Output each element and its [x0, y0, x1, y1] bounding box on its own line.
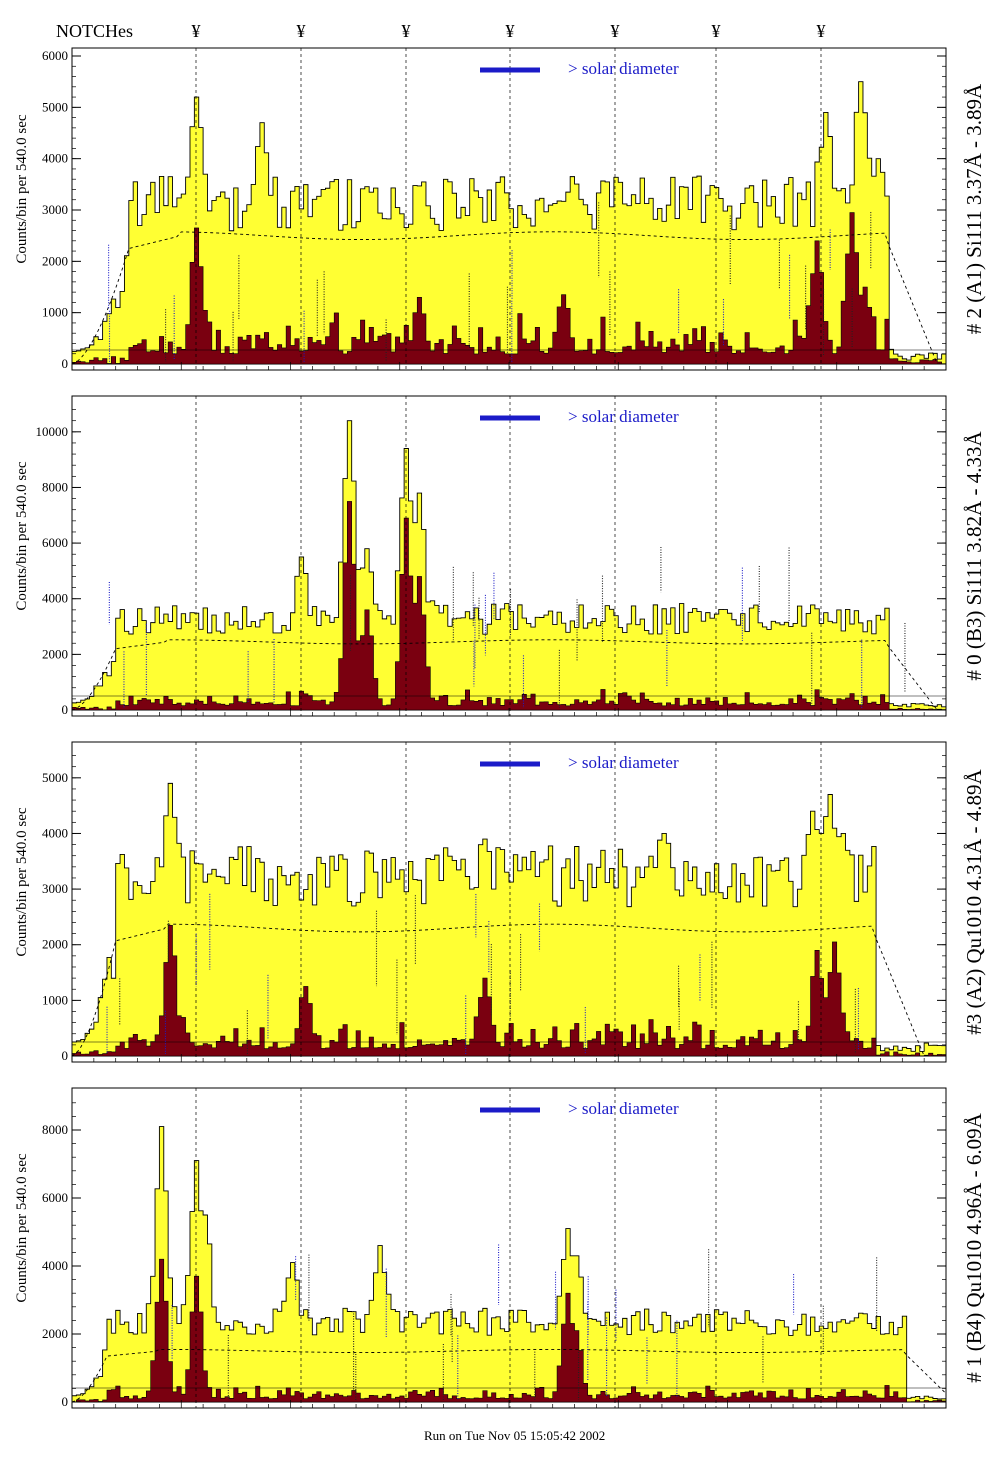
- channel-label: # 1 (B4) Qu1010 4.96Å - 6.09Å: [962, 1112, 986, 1382]
- channel-label: # 2 (A1) Si111 3.37Å - 3.89Å: [962, 83, 986, 334]
- fit-curve-1: [71, 231, 946, 365]
- total-counts-series-2: [71, 420, 947, 711]
- channel-label: # 0 (B3) Si111 3.82Å - 4.33Å: [962, 431, 986, 681]
- panel-1: 0 1000 2000 3000 4000 5000 6000 Counts/bin per …: [14, 47, 986, 371]
- y-tick-label: 5000: [42, 770, 68, 785]
- sub-counts-series-1: [71, 212, 947, 365]
- y-tick-label: 4000: [42, 825, 68, 840]
- fit-curve-3: [71, 923, 946, 1057]
- y-tick-label: 1000: [42, 992, 68, 1007]
- notch-markers: ¥ ¥ ¥ ¥ ¥ ¥ ¥: [192, 21, 826, 41]
- y-tick-label: 4000: [42, 1258, 68, 1273]
- y-tick-label: 0: [62, 702, 69, 717]
- y-tick-label: 0: [62, 356, 69, 371]
- y-tick-label: 5000: [42, 99, 68, 114]
- notch-marker-5: ¥: [611, 21, 620, 41]
- fit-curve-2: [71, 639, 946, 711]
- y-tick-label: 0: [62, 1048, 69, 1063]
- total-counts-series-1: [71, 81, 947, 365]
- y-tick-label: 2000: [42, 646, 68, 661]
- legend-text: > solar diameter: [568, 1099, 679, 1118]
- total-counts-series-4: [71, 1126, 947, 1403]
- channel-label: #3 (A2) Qu1010 4.31Å - 4.89Å: [962, 768, 986, 1034]
- y-tick-label: 4000: [42, 591, 68, 606]
- legend-text: > solar diameter: [568, 407, 679, 426]
- legend-text: > solar diameter: [568, 59, 679, 78]
- y-tick-label: 10000: [36, 424, 69, 439]
- y-axis-label: Counts/bin per 540.0 sec: [14, 461, 30, 610]
- notch-marker-6: ¥: [712, 21, 721, 41]
- y-axis-label: Counts/bin per 540.0 sec: [14, 807, 30, 956]
- y-axis-label: Counts/bin per 540.0 sec: [14, 1153, 30, 1302]
- y-tick-label: 3000: [42, 881, 68, 896]
- y-tick-label: 2000: [42, 253, 68, 268]
- y-tick-label: 4000: [42, 151, 68, 166]
- y-tick-label: 2000: [42, 937, 68, 952]
- y-tick-label: 6000: [42, 48, 68, 63]
- sub-counts-series-3: [71, 924, 947, 1057]
- fit-curve-4: [71, 1349, 947, 1403]
- legend-text: > solar diameter: [568, 753, 679, 772]
- y-tick-label: 8000: [42, 1122, 68, 1137]
- panel-3: 0 1000 2000 3000 4000 5000 Counts/bin per 540.…: [14, 741, 986, 1063]
- histogram-panels: 0 1000 2000 3000 4000 5000 6000 Counts/bin per …: [14, 47, 986, 1409]
- y-tick-label: 2000: [42, 1326, 68, 1341]
- notch-marker-2: ¥: [297, 21, 306, 41]
- y-tick-label: 8000: [42, 479, 68, 494]
- footer-run-text: Run on Tue Nov 05 15:05:42 2002: [424, 1428, 605, 1443]
- y-axis-label: Counts/bin per 540.0 sec: [14, 114, 30, 263]
- total-counts-series-3: [71, 782, 947, 1057]
- y-tick-label: 3000: [42, 202, 68, 217]
- notch-marker-4: ¥: [506, 21, 515, 41]
- sub-counts-series-2: [71, 501, 947, 711]
- y-tick-label: 6000: [42, 535, 68, 550]
- notch-marker-3: ¥: [402, 21, 411, 41]
- notches-label: NOTCHes: [56, 21, 133, 41]
- panel-4: 0 2000 4000 6000 8000 Counts/bin per 540.0 se…: [14, 1087, 986, 1409]
- notch-marker-1: ¥: [192, 21, 201, 41]
- panel-2: 0 2000 4000 6000 8000 10000 Counts/bin per 540…: [14, 395, 986, 717]
- y-tick-label: 1000: [42, 305, 68, 320]
- y-tick-label: 6000: [42, 1190, 68, 1205]
- y-tick-label: 0: [62, 1394, 69, 1409]
- notch-marker-7: ¥: [817, 21, 826, 41]
